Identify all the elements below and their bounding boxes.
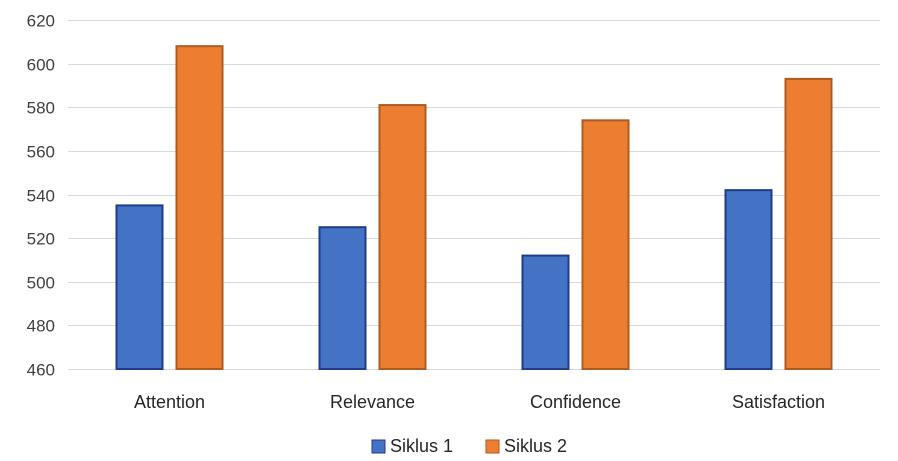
x-category-label: Attention <box>134 392 205 412</box>
bar-relevance-series-1 <box>318 226 367 370</box>
bar-confidence-series-2 <box>581 119 630 371</box>
bar-confidence-series-1 <box>521 254 570 370</box>
x-category-label: Satisfaction <box>732 392 825 412</box>
legend: Siklus 1 Siklus 2 <box>371 436 567 456</box>
y-tick-label: 620 <box>27 12 55 31</box>
bar-attention-series-2 <box>175 45 224 371</box>
legend-swatch-series-1 <box>371 439 386 454</box>
y-tick-label: 520 <box>27 230 55 249</box>
x-category-label: Confidence <box>530 392 621 412</box>
x-category-label: Relevance <box>330 392 415 412</box>
y-tick-label: 480 <box>27 317 55 336</box>
bar-satisfaction-series-2 <box>784 77 833 371</box>
y-tick-label: 580 <box>27 99 55 118</box>
y-tick-label: 500 <box>27 274 55 293</box>
bar-attention-series-1 <box>115 204 164 370</box>
y-tick-label: 540 <box>27 187 55 206</box>
x-axis-category-labels: Attention Relevance Confidence Satisfaction <box>134 392 825 412</box>
bar-relevance-series-2 <box>378 104 427 370</box>
legend-swatch-series-2 <box>485 439 500 454</box>
bar-satisfaction-series-1 <box>724 189 773 370</box>
y-axis-tick-labels: 460 480 500 520 540 560 580 600 620 <box>27 12 55 380</box>
y-tick-label: 560 <box>27 143 55 162</box>
y-tick-label: 460 <box>27 361 55 380</box>
legend-label-series-2: Siklus 2 <box>504 436 567 456</box>
bars <box>115 45 833 371</box>
y-tick-label: 600 <box>27 56 55 75</box>
legend-label-series-1: Siklus 1 <box>390 436 453 456</box>
